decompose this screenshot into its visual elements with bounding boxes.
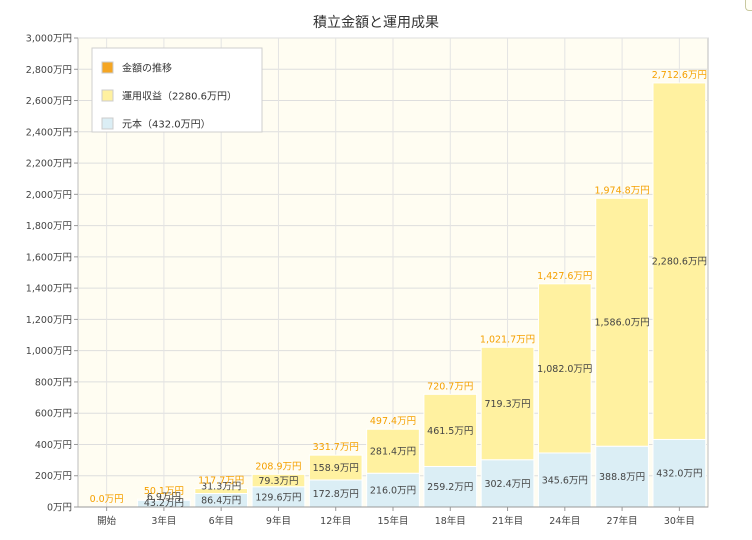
total-label: 331.7万円 [313, 442, 359, 453]
total-label: 1,974.8万円 [594, 185, 649, 196]
y-tick-label: 600万円 [35, 409, 72, 420]
y-tick-label: 0万円 [47, 503, 72, 514]
bar-label-return: 281.4万円 [370, 447, 416, 458]
x-tick-label: 12年目 [320, 515, 351, 527]
bar-label-principal: 216.0万円 [370, 486, 416, 497]
bar-label-return: 6.9万円 [147, 492, 181, 503]
x-tick-label: 24年目 [549, 515, 580, 527]
bar-label-return: 719.3万円 [484, 399, 530, 410]
bar-label-return: 461.5万円 [427, 426, 473, 437]
y-tick-label: 400万円 [35, 440, 72, 451]
x-tick-label: 3年目 [151, 515, 176, 527]
bar-principal [423, 465, 478, 508]
bar-return [652, 82, 707, 440]
bar-label-return: 2,280.6万円 [652, 257, 707, 268]
bar-return [137, 498, 191, 501]
bar-label-return: 79.3万円 [258, 476, 298, 487]
bar-label-principal: 259.2万円 [427, 482, 473, 493]
x-tick-label: 15年目 [377, 515, 408, 527]
bar-principal [308, 479, 363, 508]
bar-return [423, 393, 478, 467]
total-label: 0.0万円 [90, 494, 124, 505]
y-tick-label: 1,800万円 [26, 221, 72, 232]
bar-label-principal: 345.6万円 [542, 475, 588, 486]
x-tick-label: 21年目 [492, 515, 523, 527]
bar-return [537, 283, 592, 454]
bar-return [595, 197, 649, 447]
bar-label-principal: 432.0万円 [656, 469, 702, 480]
bar-label-principal: 302.4万円 [484, 479, 530, 490]
bar-label-principal: 43.2万円 [144, 498, 184, 509]
x-tick-label: 18年目 [435, 515, 466, 527]
bar-label-principal: 172.8万円 [313, 489, 359, 500]
legend-total-label: 金額の推移 [122, 62, 172, 75]
bar-principal [480, 459, 535, 508]
legend-principal-swatch [101, 117, 114, 130]
y-tick-label: 1,400万円 [26, 284, 72, 295]
bar-return [251, 473, 306, 488]
total-label: 117.7万円 [198, 476, 244, 487]
y-tick-label: 2,600万円 [26, 96, 72, 107]
bar-return [194, 488, 249, 494]
bar-principal [537, 452, 592, 508]
x-tick-label: 30年目 [664, 515, 695, 527]
bar-label-return: 1,586.0万円 [594, 318, 649, 329]
bar-principal [652, 438, 707, 508]
total-label: 50.1万円 [144, 486, 184, 497]
y-tick-label: 1,600万円 [26, 252, 72, 263]
legend-return-label: 運用収益（2280.6万円） [122, 90, 237, 103]
bar-label-return: 1,082.0万円 [537, 364, 592, 375]
total-label: 1,427.6万円 [537, 271, 592, 282]
total-label: 497.4万円 [370, 416, 416, 427]
bar-label-return: 31.3万円 [201, 482, 241, 493]
bar-label-principal: 86.4万円 [201, 496, 241, 507]
total-label: 720.7万円 [427, 381, 473, 392]
legend-box [91, 47, 263, 133]
total-label: 208.9万円 [255, 461, 301, 472]
bar-return [308, 454, 363, 481]
y-tick-label: 200万円 [35, 471, 72, 482]
y-tick-label: 2,200万円 [26, 159, 72, 170]
bar-label-principal: 129.6万円 [255, 492, 301, 503]
y-tick-label: 3,000万円 [26, 34, 72, 45]
x-tick-label: 27年目 [607, 515, 638, 527]
y-tick-label: 1,200万円 [26, 315, 72, 326]
x-tick-label: 6年目 [209, 515, 234, 527]
y-tick-label: 1,000万円 [26, 346, 72, 357]
y-tick-label: 2,000万円 [26, 190, 72, 201]
y-tick-label: 2,400万円 [26, 127, 72, 138]
total-label: 2,712.6万円 [652, 70, 707, 81]
bar-principal [595, 445, 649, 508]
chart-title: 積立金額と運用成果 [313, 15, 439, 31]
legend-principal-label: 元本（432.0万円） [122, 118, 211, 131]
legend-return-swatch [101, 89, 114, 102]
total-label: 1,021.7万円 [480, 334, 535, 345]
legend-total-swatch [101, 61, 114, 74]
bar-label-return: 158.9万円 [313, 463, 359, 474]
bar-return [366, 428, 420, 474]
y-tick-label: 2,800万円 [26, 65, 72, 76]
x-tick-label: 9年目 [266, 515, 291, 527]
y-tick-label: 800万円 [35, 377, 72, 388]
bar-label-principal: 388.8万円 [599, 472, 645, 483]
x-tick-label: 開始 [97, 515, 117, 527]
corner-tab [745, 0, 752, 11]
bar-return [480, 346, 535, 461]
